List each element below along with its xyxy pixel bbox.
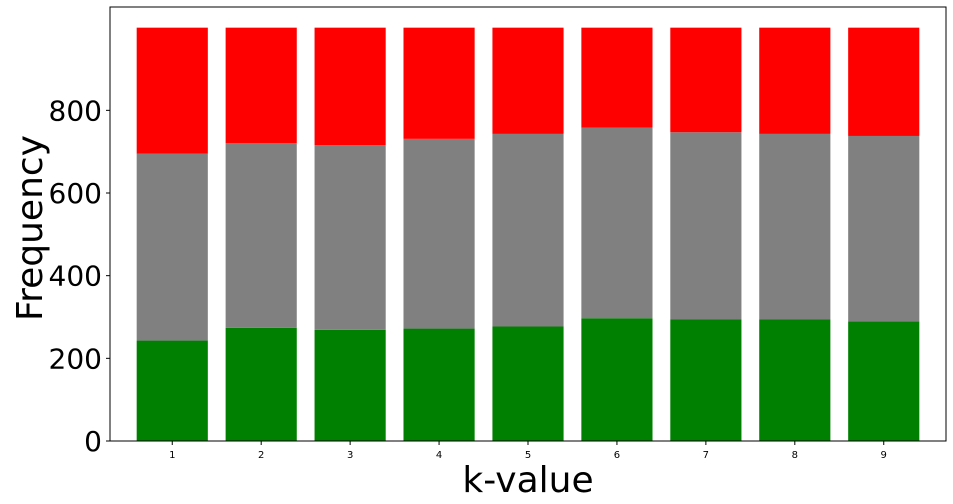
bar-segment-k2-s3 xyxy=(225,27,297,143)
bar-segment-k3-s3 xyxy=(314,27,386,146)
y-tick-label: 600 xyxy=(49,177,102,210)
x-tick-label: 9 xyxy=(881,450,887,461)
x-axis-title: k-value xyxy=(462,460,593,501)
bar-segment-k7-s3 xyxy=(670,27,742,133)
bar-segment-k9-s3 xyxy=(848,27,920,136)
x-axis-ticks: 1 2 3 4 5 6 7 8 9 xyxy=(169,441,887,461)
bar-segment-k2-s2 xyxy=(225,142,297,328)
bar-segment-k3-s1 xyxy=(314,329,386,441)
bar-segment-k5-s3 xyxy=(492,27,564,134)
plot-frame xyxy=(109,6,947,442)
bars-layer xyxy=(136,27,920,441)
bar-segment-k1-s2 xyxy=(136,153,208,341)
x-tick-label: 1 xyxy=(169,450,175,461)
bar-segment-k4-s1 xyxy=(403,328,475,441)
x-tick-label: 5 xyxy=(525,450,531,461)
bar-segment-k6-s2 xyxy=(581,127,653,319)
y-tick-label: 400 xyxy=(49,260,102,293)
bar-segment-k2-s1 xyxy=(225,327,297,441)
bar-segment-k5-s1 xyxy=(492,326,564,441)
bar-segment-k4-s3 xyxy=(403,27,475,139)
x-tick-label: 2 xyxy=(258,450,264,461)
y-axis-ticks: 0 200 400 600 800 xyxy=(49,94,110,458)
bar-segment-k9-s2 xyxy=(848,135,920,322)
x-tick-label: 8 xyxy=(792,450,798,461)
x-tick-label: 7 xyxy=(703,450,709,461)
bar-segment-k9-s1 xyxy=(848,321,920,441)
bar-segment-k6-s3 xyxy=(581,27,653,128)
x-tick-label: 6 xyxy=(614,450,620,461)
bar-segment-k8-s1 xyxy=(759,319,831,441)
bar-segment-k7-s1 xyxy=(670,319,742,441)
y-axis-title: Frequency xyxy=(10,135,51,321)
bar-segment-k8-s3 xyxy=(759,27,831,134)
y-tick-label: 800 xyxy=(49,94,102,127)
y-tick-label: 200 xyxy=(49,342,102,375)
x-tick-label: 3 xyxy=(347,450,353,461)
x-tick-label: 4 xyxy=(436,450,442,461)
bar-segment-k5-s2 xyxy=(492,133,564,327)
bar-segment-k3-s2 xyxy=(314,145,386,330)
bar-segment-k8-s2 xyxy=(759,133,831,320)
bar-segment-k6-s1 xyxy=(581,318,653,441)
bar-segment-k4-s2 xyxy=(403,138,475,329)
bar-segment-k1-s3 xyxy=(136,27,208,154)
bar-segment-k7-s2 xyxy=(670,132,742,320)
bar-segment-k1-s1 xyxy=(136,340,208,441)
y-tick-label: 0 xyxy=(84,425,102,458)
